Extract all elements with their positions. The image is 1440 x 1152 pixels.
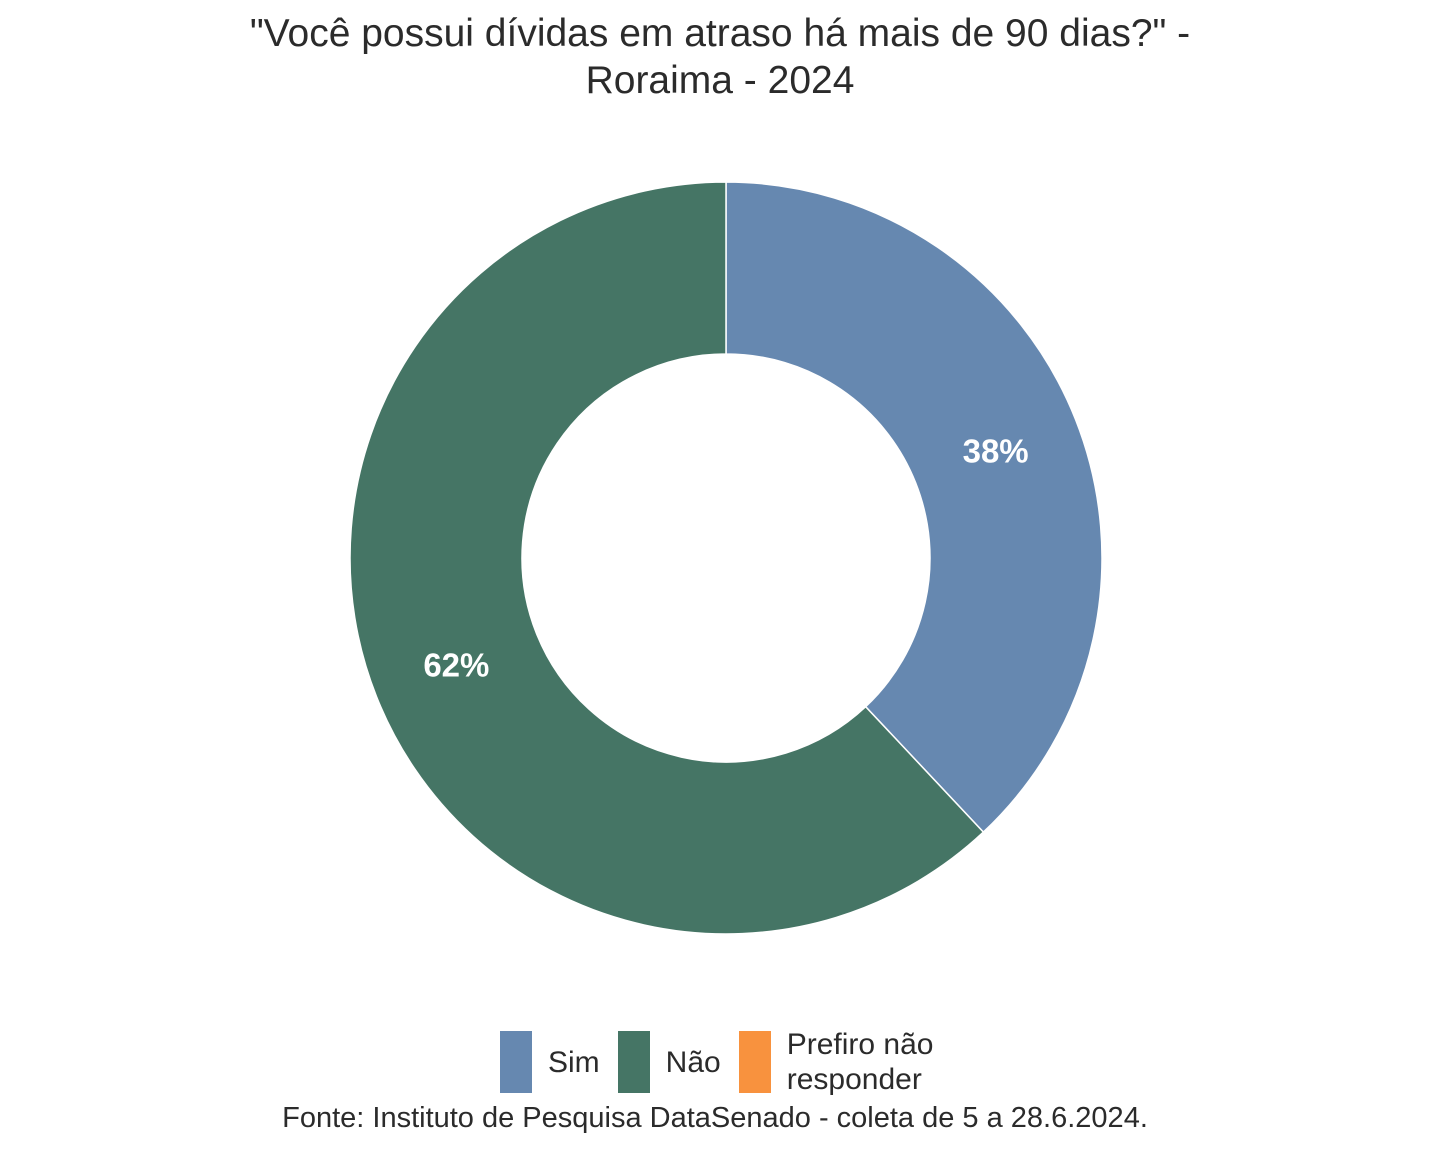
legend-label-sim: Sim: [548, 1045, 600, 1079]
chart-title: "Você possui dívidas em atraso há mais d…: [0, 10, 1440, 104]
legend: Sim Não Prefiro não responder: [500, 1027, 975, 1097]
legend-swatch-nao: [617, 1031, 650, 1093]
legend-swatch-prefiro-nao-responder: [738, 1031, 771, 1093]
donut-slice-nao: [349, 181, 985, 935]
legend-item-nao: Não: [617, 1031, 721, 1093]
legend-swatch-sim: [500, 1031, 532, 1093]
legend-item-prefiro-nao-responder: Prefiro não responder: [738, 1027, 957, 1097]
slice-label-sim: 38%: [963, 433, 1029, 470]
slice-label-nao: 62%: [423, 646, 489, 683]
chart-caption: Fonte: Instituto de Pesquisa DataSenado …: [282, 1102, 1148, 1134]
legend-label-prefiro-nao-responder: Prefiro não responder: [786, 1028, 934, 1096]
chart-title-line-1: "Você possui dívidas em atraso há mais d…: [249, 12, 1191, 55]
legend-item-sim: Sim: [500, 1031, 600, 1093]
chart-title-line-2: Roraima - 2024: [585, 59, 855, 102]
legend-label-nao: Não: [665, 1045, 721, 1079]
donut-slice-sim: [725, 181, 1103, 834]
